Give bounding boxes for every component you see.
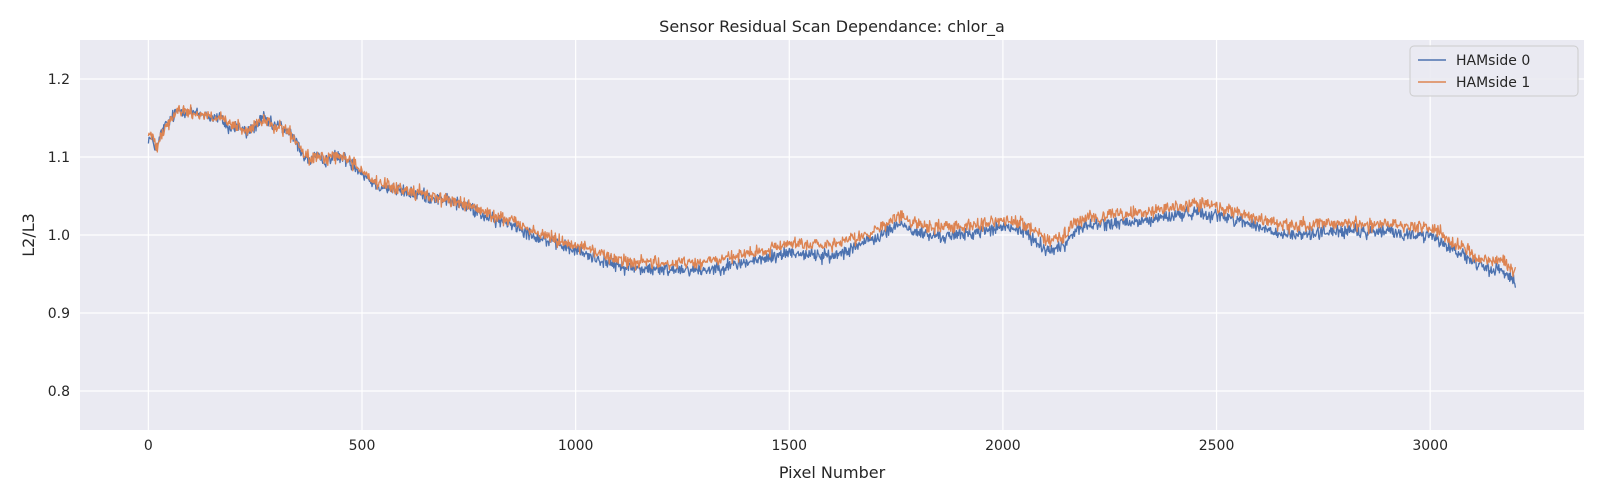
tick-labels: 0 500 1000 1500 2000 2500 3000 0.8 0.9 1.0 1.1 1.2 (48, 72, 1448, 454)
legend-label: HAMside 0 (1456, 53, 1530, 69)
series-line-0 (147, 106, 1517, 288)
y-tick-label: 0.9 (48, 306, 70, 322)
y-tick-label: 1.1 (48, 150, 70, 166)
y-tick-label: 0.8 (48, 384, 70, 400)
x-tick-label: 1500 (771, 438, 807, 454)
x-tick-label: 500 (349, 438, 376, 454)
x-tick-label: 2500 (1199, 438, 1235, 454)
legend-box (1409, 45, 1579, 97)
legend-label: HAMside 1 (1456, 75, 1530, 91)
legend: HAMside 0 HAMside 1 (1409, 45, 1579, 97)
series-layer (147, 104, 1517, 288)
x-tick-label: 3000 (1412, 438, 1448, 454)
x-tick-label: 1000 (558, 438, 594, 454)
y-tick-label: 1.0 (48, 228, 70, 244)
y-tick-label: 1.2 (48, 72, 70, 88)
x-axis-label: Pixel Number (779, 463, 886, 482)
x-tick-label: 0 (144, 438, 153, 454)
x-tick-label: 2000 (985, 438, 1021, 454)
chart-title: Sensor Residual Scan Dependance: chlor_a (659, 17, 1005, 37)
y-axis-label: L2/L3 (19, 213, 38, 257)
series-line-1 (147, 104, 1517, 278)
